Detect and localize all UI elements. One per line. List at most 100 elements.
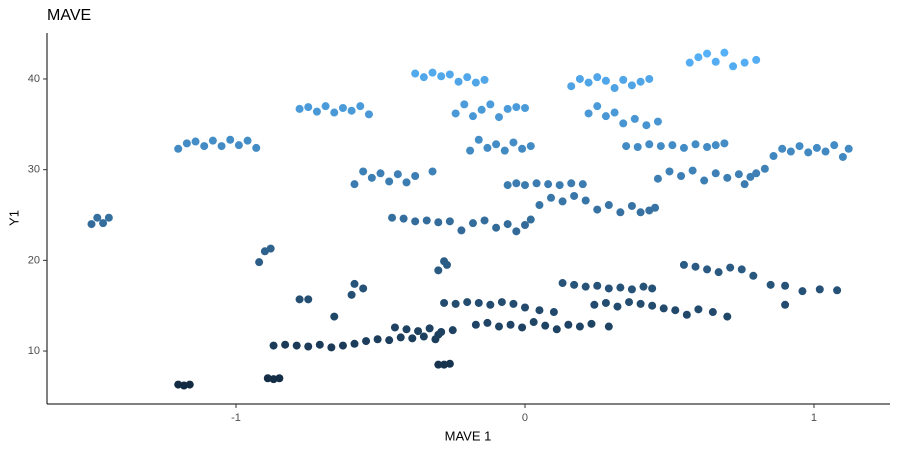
point (575, 322, 584, 331)
point (437, 72, 446, 81)
point (593, 281, 602, 290)
point (414, 327, 423, 336)
point (630, 114, 639, 123)
point (653, 117, 662, 126)
point (526, 142, 535, 151)
point (622, 142, 631, 151)
point (558, 279, 567, 288)
x-tick-label: 1 (811, 412, 817, 424)
point (616, 208, 625, 217)
point (520, 303, 529, 312)
point (367, 173, 376, 182)
point (653, 174, 662, 183)
point (512, 179, 521, 188)
point (547, 193, 556, 202)
point (636, 77, 645, 86)
point (191, 137, 200, 146)
point (503, 181, 512, 190)
point (350, 279, 359, 288)
point (838, 152, 847, 161)
point (711, 169, 720, 178)
point (627, 81, 636, 90)
point (703, 265, 712, 274)
point (492, 223, 501, 232)
y-tick-label: 10 (28, 345, 40, 357)
point (321, 102, 330, 111)
point (746, 172, 755, 181)
point (740, 180, 749, 189)
point (411, 172, 420, 181)
point (726, 263, 735, 272)
point (781, 281, 790, 290)
point (552, 325, 561, 334)
point (483, 318, 492, 327)
point (685, 58, 694, 67)
point (587, 319, 596, 328)
point (466, 146, 475, 155)
point (364, 110, 373, 119)
point (720, 139, 729, 148)
point (844, 144, 853, 153)
point (200, 142, 209, 151)
point (625, 298, 634, 307)
point (385, 177, 394, 186)
point (428, 68, 437, 77)
point (703, 49, 712, 58)
point (269, 341, 278, 350)
point (494, 322, 503, 331)
point (633, 142, 642, 151)
point (396, 333, 405, 342)
point (665, 167, 674, 176)
point (422, 216, 431, 225)
point (604, 284, 613, 293)
point (234, 141, 243, 150)
point (243, 136, 252, 145)
point (93, 213, 102, 222)
point (503, 220, 512, 229)
point (752, 169, 761, 178)
point (694, 305, 703, 314)
point (555, 181, 564, 190)
point (362, 337, 371, 346)
point (720, 48, 729, 57)
point (518, 323, 527, 332)
point (440, 298, 449, 307)
point (549, 308, 558, 317)
point (471, 320, 480, 329)
point (812, 143, 821, 152)
point (645, 140, 654, 149)
point (350, 180, 359, 189)
point (601, 112, 610, 121)
point (691, 140, 700, 149)
point (520, 181, 529, 190)
point (581, 196, 590, 205)
point (304, 295, 313, 304)
point (492, 140, 501, 149)
point (760, 164, 769, 173)
y-axis-title: Y1 (6, 210, 21, 226)
point (544, 180, 553, 189)
point (474, 135, 483, 144)
point (619, 75, 628, 84)
point (729, 62, 738, 71)
point (711, 57, 720, 66)
point (483, 143, 492, 152)
point (500, 146, 509, 155)
point (388, 213, 397, 222)
x-tick-label: 0 (522, 412, 528, 424)
point (677, 172, 686, 181)
x-axis-title: MAVE 1 (445, 428, 492, 443)
point (468, 219, 477, 228)
point (408, 334, 417, 343)
chart-title: MAVE (47, 7, 91, 24)
point (460, 100, 469, 109)
point (376, 169, 385, 178)
point (99, 219, 108, 228)
point (434, 218, 443, 227)
point (448, 326, 457, 335)
point (558, 197, 567, 206)
point (385, 336, 394, 345)
point (445, 217, 454, 226)
y-tick-label: 40 (28, 73, 40, 85)
